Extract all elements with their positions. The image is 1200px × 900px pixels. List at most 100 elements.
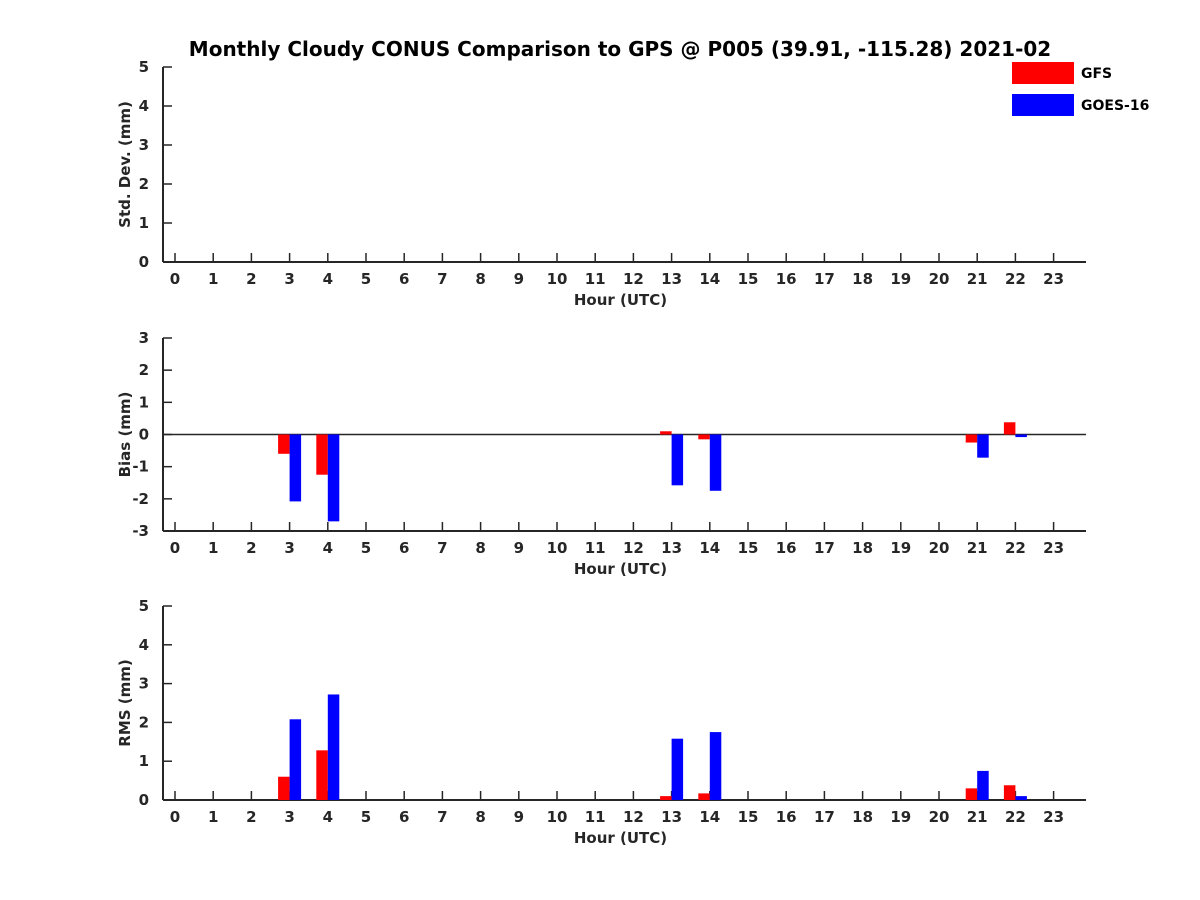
x-tick-label: 0 — [170, 539, 180, 557]
x-tick-label: 3 — [284, 539, 294, 557]
x-tick-label: 3 — [284, 808, 294, 826]
x-tick-label: 19 — [890, 539, 911, 557]
y-tick-label: 0 — [139, 253, 149, 271]
y-tick-label: 3 — [139, 675, 149, 693]
bar-goes-16-13 — [671, 738, 684, 800]
x-tick-label: 5 — [361, 808, 371, 826]
x-tick-label: 2 — [246, 270, 256, 288]
x-tick-label: 5 — [361, 539, 371, 557]
x-tick-label: 22 — [1005, 270, 1026, 288]
y-tick-label: 1 — [139, 752, 149, 770]
x-tick-label: 19 — [890, 270, 911, 288]
y-tick-label: 2 — [139, 175, 149, 193]
x-tick-label: 22 — [1005, 808, 1026, 826]
y-tick-label: 0 — [139, 791, 149, 809]
y-tick-label: 3 — [139, 329, 149, 347]
bar-goes-16-14 — [709, 732, 722, 800]
x-tick-label: 9 — [514, 808, 524, 826]
x-tick-label: 21 — [967, 270, 988, 288]
x-tick-label: 22 — [1005, 539, 1026, 557]
bar-gfs-4 — [316, 434, 328, 475]
y-axis-label: Bias (mm) — [116, 392, 134, 478]
bar-gfs-22 — [1003, 785, 1016, 800]
x-tick-label: 7 — [437, 539, 447, 557]
x-tick-label: 13 — [661, 539, 682, 557]
x-tick-label: 4 — [323, 808, 333, 826]
x-tick-label: 18 — [852, 808, 873, 826]
legend-swatch-gfs — [1012, 62, 1074, 84]
x-tick-label: 11 — [585, 539, 606, 557]
x-tick-label: 23 — [1043, 808, 1064, 826]
legend: GFS GOES-16 — [1012, 62, 1149, 116]
x-tick-label: 2 — [246, 808, 256, 826]
y-tick-label: 1 — [139, 214, 149, 232]
x-tick-label: 15 — [738, 270, 759, 288]
bar-goes-16-4 — [327, 434, 340, 522]
x-tick-label: 4 — [323, 270, 333, 288]
bar-gfs-4 — [316, 750, 328, 800]
x-tick-label: 1 — [208, 270, 218, 288]
x-tick-label: 23 — [1043, 539, 1064, 557]
x-tick-label: 2 — [246, 539, 256, 557]
x-tick-label: 19 — [890, 808, 911, 826]
x-tick-label: 12 — [623, 539, 644, 557]
x-tick-label: 8 — [475, 539, 485, 557]
x-tick-label: 6 — [399, 808, 409, 826]
x-tick-label: 7 — [437, 270, 447, 288]
x-tick-label: 4 — [323, 539, 333, 557]
x-tick-label: 21 — [967, 808, 988, 826]
x-tick-label: 12 — [623, 270, 644, 288]
bar-gfs-3 — [278, 776, 290, 800]
x-tick-label: 17 — [814, 270, 835, 288]
y-tick-label: -2 — [132, 490, 149, 508]
x-axis-label: Hour (UTC) — [574, 829, 667, 847]
y-tick-label: -3 — [132, 522, 149, 540]
x-tick-label: 10 — [547, 539, 568, 557]
x-tick-label: 9 — [514, 539, 524, 557]
x-tick-label: 15 — [738, 808, 759, 826]
bar-goes-16-22 — [1015, 434, 1027, 438]
y-tick-label: 4 — [139, 636, 149, 654]
x-tick-label: 10 — [547, 808, 568, 826]
x-tick-label: 21 — [967, 539, 988, 557]
x-tick-label: 13 — [661, 808, 682, 826]
y-tick-label: -1 — [132, 458, 149, 476]
y-tick-label: 0 — [139, 426, 149, 444]
y-tick-label: 2 — [139, 713, 149, 731]
x-tick-label: 23 — [1043, 270, 1064, 288]
x-tick-label: 8 — [475, 808, 485, 826]
bar-gfs-21 — [965, 788, 978, 800]
x-tick-label: 6 — [399, 539, 409, 557]
bar-gfs-14 — [698, 793, 710, 800]
y-axis-label: RMS (mm) — [116, 659, 134, 746]
x-tick-label: 8 — [475, 270, 485, 288]
x-tick-label: 17 — [814, 539, 835, 557]
x-tick-label: 20 — [929, 808, 950, 826]
bar-goes-16-13 — [671, 434, 684, 486]
x-tick-label: 16 — [776, 270, 797, 288]
legend-swatch-goes-16 — [1012, 94, 1074, 116]
y-axis-label: Std. Dev. (mm) — [116, 101, 134, 228]
x-tick-label: 0 — [170, 808, 180, 826]
y-tick-label: 1 — [139, 393, 149, 411]
legend-label: GFS — [1081, 66, 1112, 82]
x-axis-label: Hour (UTC) — [574, 560, 667, 578]
y-tick-label: 3 — [139, 136, 149, 154]
y-tick-label: 5 — [139, 58, 149, 76]
x-tick-label: 13 — [661, 270, 682, 288]
x-tick-label: 14 — [699, 808, 720, 826]
bar-gfs-21 — [965, 434, 978, 443]
x-tick-label: 1 — [208, 808, 218, 826]
bar-gfs-3 — [278, 434, 290, 454]
bar-gfs-13 — [660, 796, 672, 800]
bar-gfs-13 — [660, 431, 672, 435]
y-tick-label: 2 — [139, 361, 149, 379]
x-tick-label: 6 — [399, 270, 409, 288]
x-tick-label: 1 — [208, 539, 218, 557]
x-tick-label: 11 — [585, 808, 606, 826]
bar-gfs-22 — [1003, 422, 1016, 435]
